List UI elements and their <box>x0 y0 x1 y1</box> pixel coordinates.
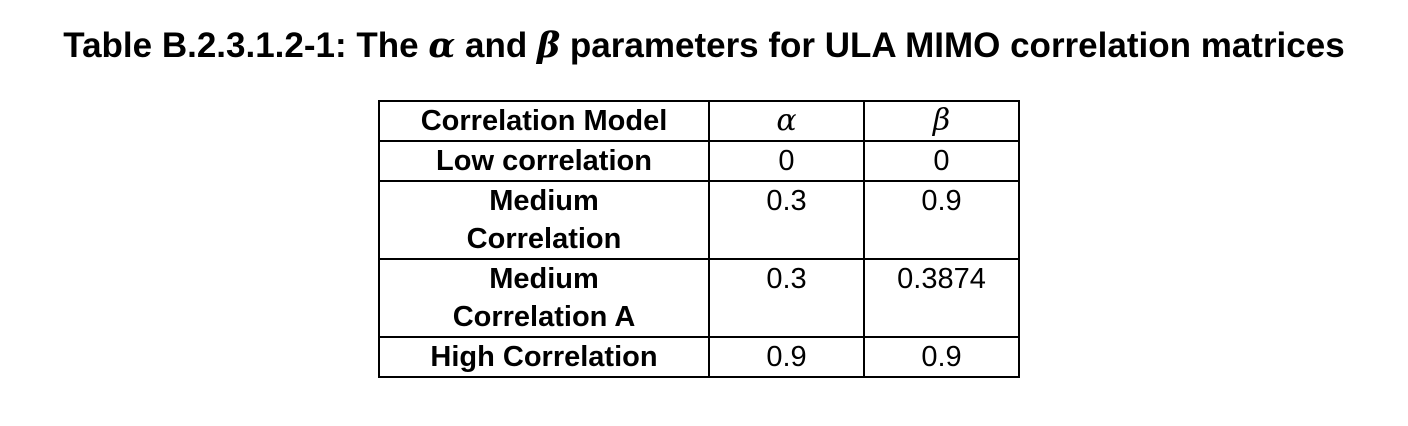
alpha-cell: 0.3 <box>708 180 865 260</box>
model-label-line2: Correlation A <box>452 301 636 333</box>
header-alpha: α <box>708 100 865 142</box>
header-beta: β <box>863 100 1020 142</box>
table-caption: Table B.2.3.1.2-1: The α and β parameter… <box>0 24 1408 68</box>
model-label-line2: Correlation <box>466 223 622 255</box>
table-row: Low correlation 0 0 <box>378 140 1020 182</box>
alpha-cell: 0.9 <box>708 336 865 378</box>
caption-suffix: parameters for ULA MIMO correlation matr… <box>560 26 1345 65</box>
alpha-cell: 0 <box>708 140 865 182</box>
model-label-line1: Medium <box>489 263 599 295</box>
beta-cell: 0.9 <box>863 336 1020 378</box>
model-cell: Medium Correlation A <box>378 258 710 338</box>
table-row: High Correlation 0.9 0.9 <box>378 336 1020 378</box>
caption-middle: and <box>455 26 537 65</box>
model-cell: Medium Correlation <box>378 180 710 260</box>
table-row: Medium Correlation 0.3 0.9 <box>378 180 1020 260</box>
beta-cell: 0.3874 <box>863 258 1020 338</box>
caption-prefix: Table B.2.3.1.2-1: The <box>63 26 429 65</box>
correlation-table: Correlation Model α β Low correlation 0 … <box>378 100 1020 378</box>
model-cell: High Correlation <box>378 336 710 378</box>
model-cell: Low correlation <box>378 140 710 182</box>
model-label-line1: Medium <box>489 185 599 217</box>
beta-cell: 0.9 <box>863 180 1020 260</box>
caption-alpha-symbol: α <box>428 25 456 66</box>
model-label: Low correlation <box>436 145 652 177</box>
header-correlation-model: Correlation Model <box>378 100 710 142</box>
table-row: Medium Correlation A 0.3 0.3874 <box>378 258 1020 338</box>
table-header-row: Correlation Model α β <box>378 100 1020 142</box>
beta-cell: 0 <box>863 140 1020 182</box>
caption-beta-symbol: β <box>536 25 561 66</box>
model-label: High Correlation <box>430 341 658 373</box>
alpha-cell: 0.3 <box>708 258 865 338</box>
